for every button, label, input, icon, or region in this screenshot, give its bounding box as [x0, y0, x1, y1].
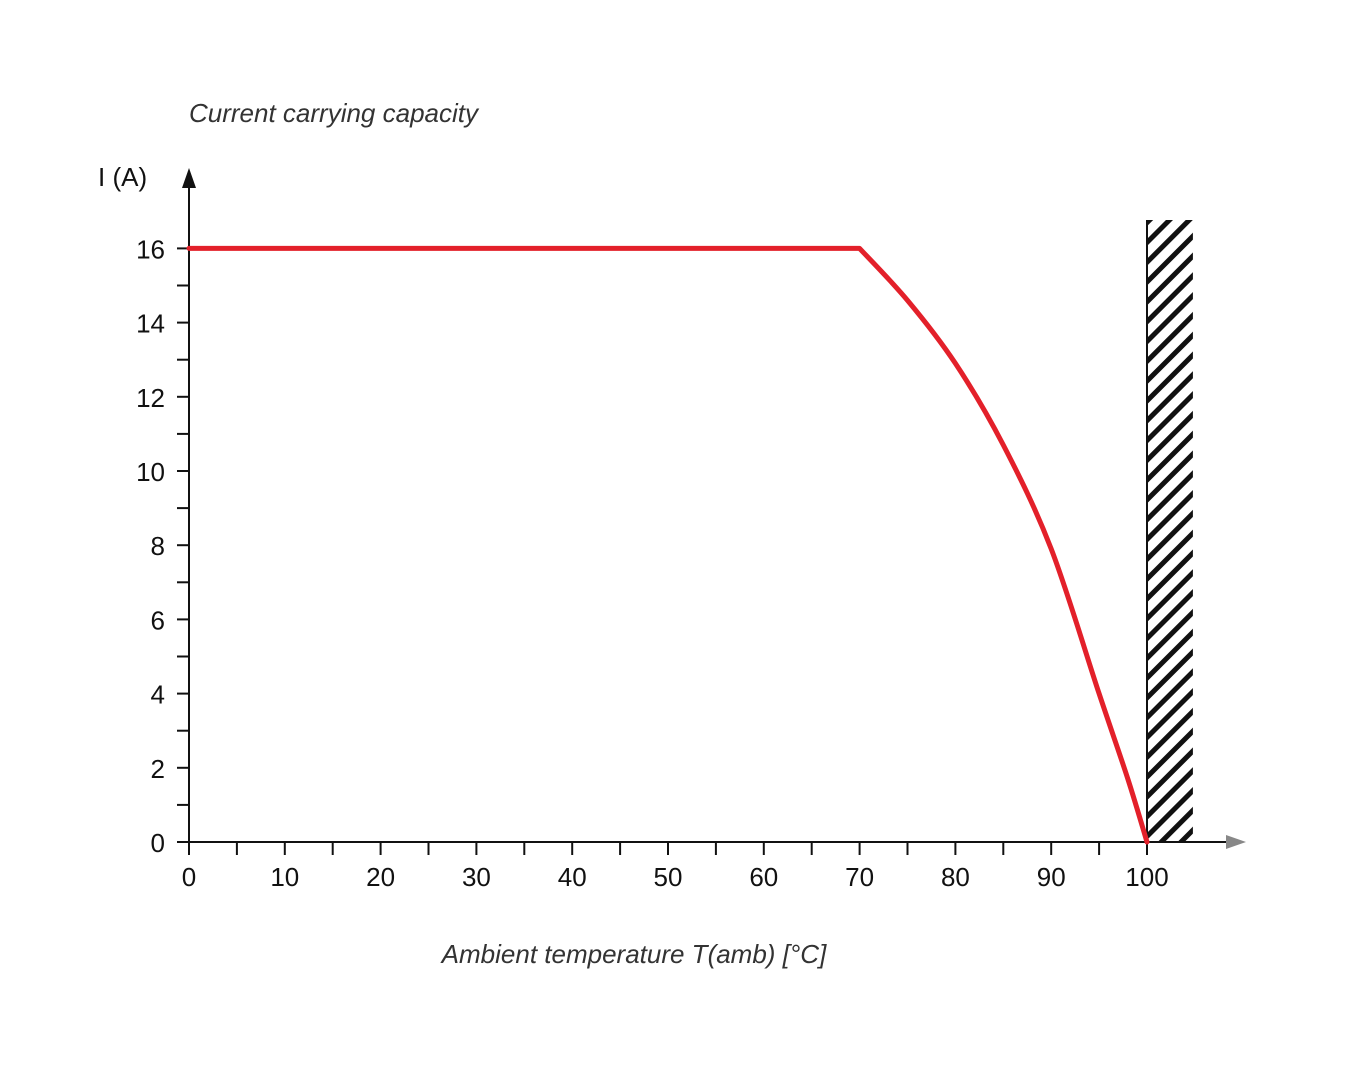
y-tick-label: 16: [136, 234, 165, 264]
y-tick-label: 6: [151, 605, 165, 635]
x-tick-label: 90: [1037, 862, 1066, 892]
y-tick-label: 8: [151, 531, 165, 561]
hatch-region: [1147, 220, 1193, 842]
x-tick-label: 30: [462, 862, 491, 892]
y-axis-label: I (A): [98, 162, 147, 192]
series-layer: [186, 245, 1150, 845]
x-axis-label: Ambient temperature T(amb) [°C]: [440, 939, 827, 969]
y-tick-label: 14: [136, 309, 165, 339]
y-tick-label: 12: [136, 383, 165, 413]
y-tick-label: 10: [136, 457, 165, 487]
y-tick-label: 0: [151, 828, 165, 858]
y-tick-label: 4: [151, 680, 165, 710]
x-tick-label: 100: [1125, 862, 1168, 892]
x-tick-label: 70: [845, 862, 874, 892]
x-tick-label: 80: [941, 862, 970, 892]
x-tick-label: 0: [182, 862, 196, 892]
x-tick-label: 60: [749, 862, 778, 892]
series-line: [186, 245, 1150, 845]
y-tick-label: 2: [151, 754, 165, 784]
x-tick-label: 10: [270, 862, 299, 892]
x-tick-label: 50: [654, 862, 683, 892]
y-axis-arrow-icon: [182, 168, 196, 188]
restricted-zone: [1146, 220, 1193, 842]
x-axis-arrow-icon: [1226, 835, 1246, 849]
x-tick-label: 40: [558, 862, 587, 892]
x-tick-label: 20: [366, 862, 395, 892]
chart-title: Current carrying capacity: [189, 98, 480, 128]
axes: 0 2 4 6 8 10 12 14 16 0 10 20 30 40 50 60 70 80 90 100: [136, 168, 1246, 892]
